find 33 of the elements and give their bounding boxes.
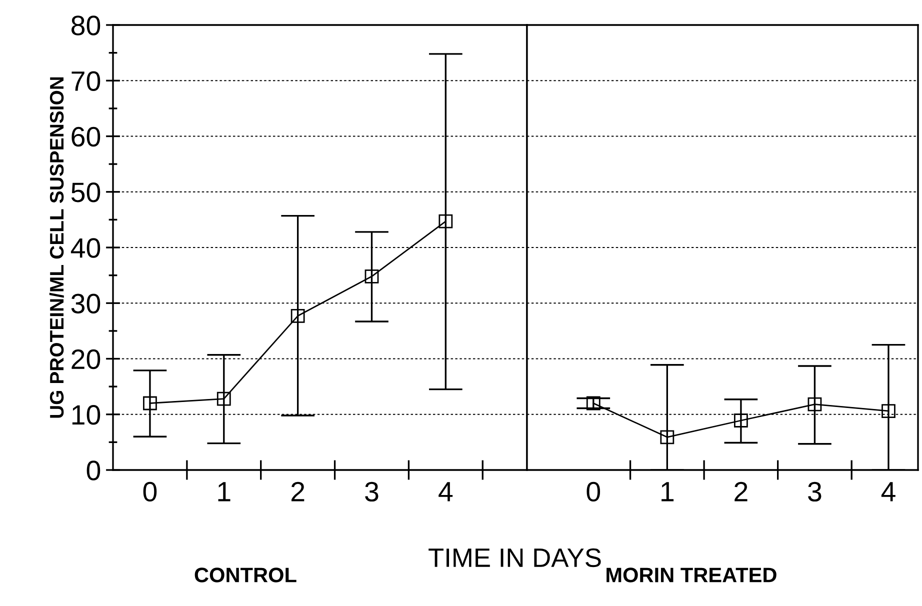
x-tick-label: 3 xyxy=(365,482,378,502)
x-tick-label: 3 xyxy=(808,482,822,502)
x-tick-label: 4 xyxy=(881,482,896,502)
y-tick-label: 10 xyxy=(72,405,100,425)
point xyxy=(143,396,157,410)
y-tick-label: 40 xyxy=(70,238,100,258)
point xyxy=(364,269,379,284)
y-tick-label: 80 xyxy=(72,16,100,36)
y-tick-label: 50 xyxy=(71,182,100,202)
y-tick-label: 60 xyxy=(72,126,100,147)
x-tick-label: 4 xyxy=(438,482,453,502)
y-axis-title: UG PROTEIN/ML CELL SUSPENSION xyxy=(49,77,64,418)
point xyxy=(660,430,674,444)
x-tick-label: 0 xyxy=(586,482,600,502)
x-tick-label: 1 xyxy=(662,482,674,502)
point xyxy=(734,414,748,428)
y-tick-label: 0 xyxy=(86,460,100,480)
x-tick-label: 2 xyxy=(291,482,304,502)
y-tick-label: 20 xyxy=(72,349,100,370)
y-tick-label: 30 xyxy=(71,294,100,314)
point xyxy=(216,392,231,406)
point xyxy=(290,308,305,323)
x-tick-label: 0 xyxy=(143,482,157,502)
point xyxy=(882,404,896,418)
text: CONTROL xyxy=(194,568,296,582)
point xyxy=(438,214,453,228)
point xyxy=(586,396,600,410)
y-tick-label: 70 xyxy=(72,71,100,91)
point xyxy=(808,397,822,412)
x-tick-label: 2 xyxy=(734,482,748,502)
x-tick-label: 1 xyxy=(218,482,230,502)
text: MORIN TREATED xyxy=(606,568,776,582)
x-axis-title: TIME IN DAYS xyxy=(428,548,601,568)
